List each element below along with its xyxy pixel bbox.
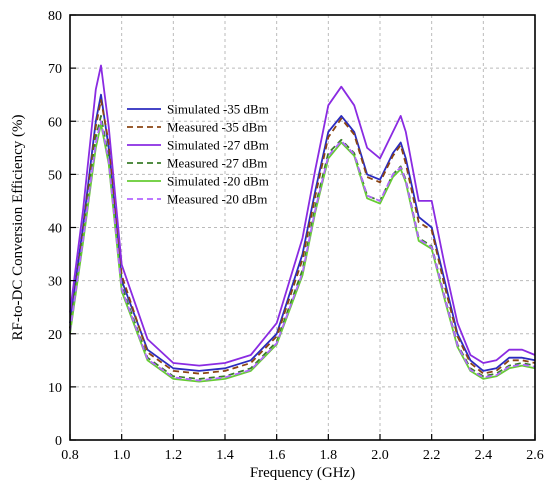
- axis-ticks: 0.8 1.0 1.2 1.4 1.6 1.8 2.0 2.2 2.4 2.6 0 10 20 30 40 5…: [48, 9, 544, 463]
- legend-label: Measured -27 dBm: [167, 156, 267, 171]
- y-tick-label: 20: [48, 328, 62, 343]
- y-tick-label: 10: [48, 381, 62, 396]
- legend-label: Simulated -27 dBm: [167, 138, 269, 153]
- x-tick-label: 1.6: [268, 448, 286, 463]
- y-tick-label: 60: [48, 115, 62, 130]
- y-tick-label: 50: [48, 168, 62, 183]
- x-tick-label: 1.2: [165, 448, 183, 463]
- x-tick-label: 1.8: [320, 448, 338, 463]
- series-line-0: [69, 93, 536, 372]
- legend-label: Simulated -20 dBm: [167, 174, 269, 189]
- x-tick-label: 2.4: [475, 448, 493, 463]
- legend-label: Measured -35 dBm: [167, 120, 267, 135]
- x-tick-label: 2.0: [371, 448, 389, 463]
- series-line-2: [69, 64, 536, 367]
- series-line-1: [69, 99, 536, 375]
- plot-frame: [69, 14, 536, 441]
- x-tick-label: 2.6: [526, 448, 544, 463]
- x-axis-title: Frequency (GHz): [250, 465, 355, 481]
- y-tick-label: 70: [48, 62, 62, 77]
- legend: Simulated -35 dBm Measured -35 dBm Simulat…: [127, 102, 269, 207]
- x-tick-label: 0.8: [61, 448, 79, 463]
- legend-label: Simulated -35 dBm: [167, 102, 269, 117]
- y-tick-label: 30: [48, 275, 62, 290]
- grid: [70, 15, 535, 440]
- legend-label: Measured -20 dBm: [167, 192, 267, 207]
- y-tick-label: 40: [48, 222, 62, 237]
- series-lines: [69, 64, 536, 383]
- x-tick-label: 1.0: [113, 448, 131, 463]
- y-tick-label: 80: [48, 9, 62, 24]
- series-line-5: [69, 120, 536, 382]
- series-line-3: [69, 115, 536, 380]
- x-tick-label: 1.4: [216, 448, 234, 463]
- x-tick-label: 2.2: [423, 448, 441, 463]
- y-axis-title: RF-to-DC Conversion Efficiency (%): [10, 115, 26, 341]
- y-tick-label: 0: [55, 434, 62, 449]
